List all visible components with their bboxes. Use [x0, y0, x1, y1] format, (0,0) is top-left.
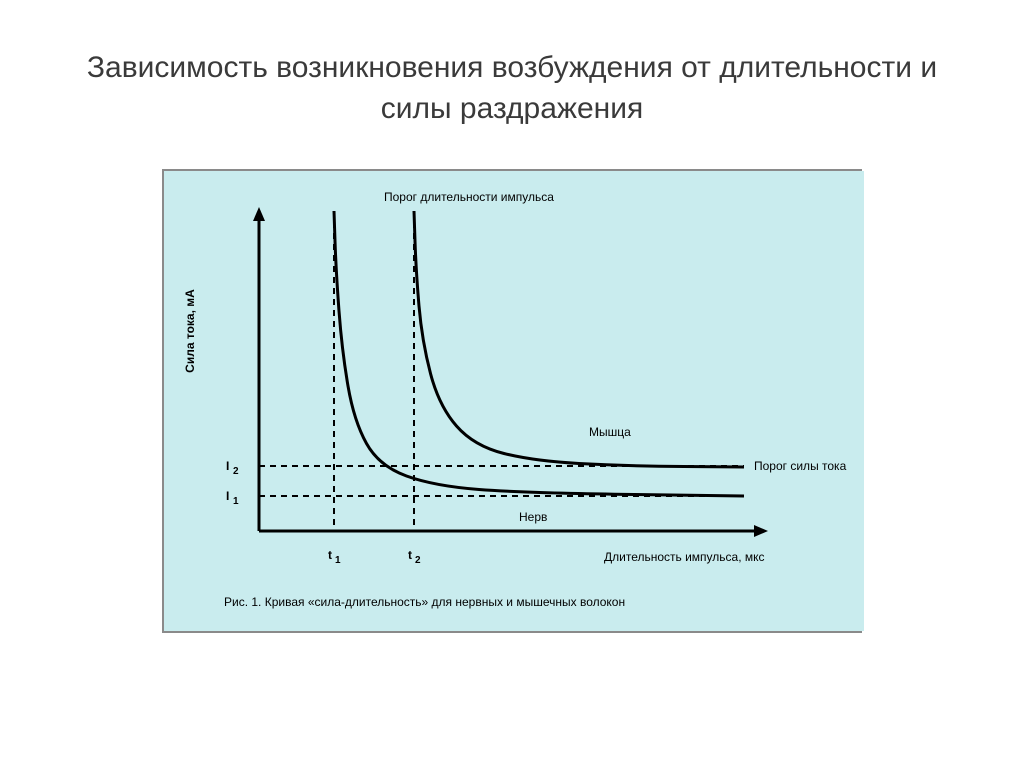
- svg-text:Рис. 1. Кривая «сила-длитель: Рис. 1. Кривая «сила-длительность» для н…: [224, 595, 625, 609]
- svg-text:Мышца: Мышца: [589, 425, 631, 439]
- svg-text:Сила тока, мА: Сила тока, мА: [183, 289, 197, 373]
- slide-title: Зависимость возникновения возбуждения от…: [0, 0, 1024, 149]
- svg-text:Длительность импульса, мкс: Длительность импульса, мкс: [604, 550, 765, 564]
- svg-text:t: t: [328, 548, 332, 562]
- svg-text:1: 1: [233, 496, 239, 507]
- svg-text:Порог силы тока: Порог силы тока: [754, 459, 847, 473]
- chart-container: Сила тока, мА Порог длительности импульса…: [162, 169, 862, 633]
- slide: Зависимость возникновения возбуждения от…: [0, 0, 1024, 767]
- strength-duration-chart: Сила тока, мА Порог длительности импульса…: [164, 171, 864, 631]
- svg-text:Порог длительности импульса: Порог длительности импульса: [384, 190, 554, 204]
- svg-text:I: I: [226, 459, 229, 473]
- svg-text:1: 1: [335, 555, 341, 566]
- svg-text:2: 2: [415, 555, 421, 566]
- svg-text:t: t: [408, 548, 412, 562]
- svg-text:I: I: [226, 489, 229, 503]
- svg-text:Нерв: Нерв: [519, 510, 547, 524]
- svg-text:2: 2: [233, 466, 239, 477]
